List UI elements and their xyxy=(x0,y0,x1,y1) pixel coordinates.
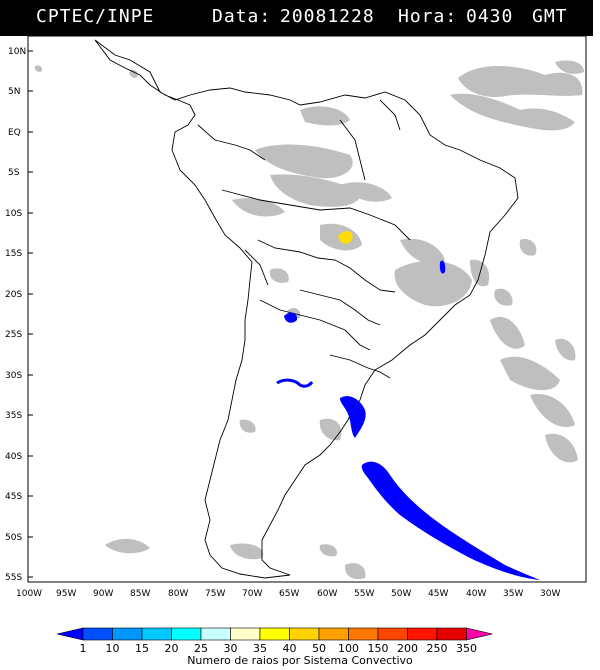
lon-label: 35W xyxy=(503,589,523,599)
colorbar-cell xyxy=(348,627,379,641)
colorbar-cell xyxy=(466,627,493,641)
colorbar-labels: 1 10 15 20 25 30 35 40 50 100 150 200 250 350 xyxy=(80,642,478,654)
colorbar-level-label: 40 xyxy=(283,642,297,654)
colorbar-cell xyxy=(289,627,320,641)
storm-blue-3 xyxy=(276,378,314,388)
lat-label: 45S xyxy=(5,492,22,502)
colorbar-level-label: 100 xyxy=(338,642,359,654)
colorbar-cell xyxy=(259,627,290,641)
colorbar-cell xyxy=(171,627,202,641)
lon-label: 75W xyxy=(205,589,225,599)
lon-labels: 100W 95W 90W 85W 80W 75W 70W 65W 60W 55W… xyxy=(16,589,560,599)
lon-label: 95W xyxy=(56,589,76,599)
date-label: Data: xyxy=(212,6,272,27)
lon-label: 90W xyxy=(93,589,113,599)
colorbar-cell xyxy=(200,627,231,641)
colorbar-cell xyxy=(82,627,113,641)
lon-label: 85W xyxy=(130,589,150,599)
lat-label: 10S xyxy=(5,209,22,219)
colorbar-level-label: 25 xyxy=(194,642,208,654)
lon-label: 50W xyxy=(391,589,411,599)
lat-label: 10N xyxy=(8,47,26,57)
colorbar-level-label: 30 xyxy=(224,642,238,654)
lat-label: 55S xyxy=(5,573,22,583)
lon-label: 100W xyxy=(16,589,42,599)
colorbar: 1 10 15 20 25 30 35 40 50 100 150 200 250 350 xyxy=(56,627,493,654)
lon-label: 65W xyxy=(279,589,299,599)
colorbar-caption: Numero de raios por Sistema Convectivo xyxy=(187,654,413,667)
hour-value: 0430 xyxy=(466,6,514,27)
lon-label: 45W xyxy=(428,589,448,599)
lat-label: 5S xyxy=(8,168,20,178)
coastlines xyxy=(94,39,519,579)
colorbar-level-label: 1 xyxy=(80,642,87,654)
colorbar-cell xyxy=(112,627,143,641)
colorbar-level-label: 15 xyxy=(135,642,149,654)
storm-yellow xyxy=(338,231,353,244)
colorbar-level-label: 200 xyxy=(397,642,418,654)
lon-label: 55W xyxy=(354,589,374,599)
lon-label: 40W xyxy=(466,589,486,599)
lon-label: 60W xyxy=(317,589,337,599)
colorbar-cell xyxy=(436,627,467,641)
lat-label: 35S xyxy=(5,411,22,421)
lat-label: 15S xyxy=(5,249,22,259)
lon-label: 80W xyxy=(168,589,188,599)
colorbar-level-label: 150 xyxy=(368,642,389,654)
colorbar-level-label: 35 xyxy=(253,642,267,654)
lat-label: 50S xyxy=(5,533,22,543)
tick-marks xyxy=(28,50,33,578)
colorbar-cell xyxy=(141,627,172,641)
storms xyxy=(276,231,540,580)
lat-label: EQ xyxy=(8,128,21,138)
colorbar-level-label: 20 xyxy=(165,642,179,654)
lat-label: 25S xyxy=(5,330,22,340)
lat-label: 20S xyxy=(5,290,22,300)
title-bar: CPTEC/INPE Data: 20081228 Hora: 0430 GMT xyxy=(0,0,593,36)
timezone-label: GMT xyxy=(532,6,568,27)
map: 10N 5N EQ 5S 10S 15S 20S 25S 30S 35S 40S… xyxy=(5,35,587,599)
colorbar-level-label: 10 xyxy=(106,642,120,654)
colorbar-level-label: 50 xyxy=(312,642,326,654)
source-label: CPTEC/INPE xyxy=(36,6,155,27)
lat-label: 5N xyxy=(8,87,20,97)
colorbar-level-label: 250 xyxy=(427,642,448,654)
lat-label: 40S xyxy=(5,452,22,462)
colorbar-cell xyxy=(318,627,349,641)
date-value: 20081228 xyxy=(280,6,375,27)
colorbar-cell xyxy=(377,627,408,641)
storm-blue-2 xyxy=(284,312,298,323)
colorbar-cell xyxy=(56,627,84,641)
storm-blue-4 xyxy=(340,396,366,438)
lon-label: 70W xyxy=(242,589,262,599)
colorbar-cell xyxy=(230,627,261,641)
map-border xyxy=(27,35,587,583)
colorbar-cells xyxy=(56,627,493,641)
colorbar-cell xyxy=(407,627,438,641)
hour-label: Hora: xyxy=(398,6,458,27)
storm-blue-1 xyxy=(439,260,446,274)
lon-label: 30W xyxy=(540,589,560,599)
colorbar-level-label: 350 xyxy=(456,642,477,654)
lat-label: 30S xyxy=(5,371,22,381)
lat-labels: 10N 5N EQ 5S 10S 15S 20S 25S 30S 35S 40S… xyxy=(5,47,26,583)
cloud-cover xyxy=(34,60,584,580)
storm-blue-5 xyxy=(361,461,540,580)
